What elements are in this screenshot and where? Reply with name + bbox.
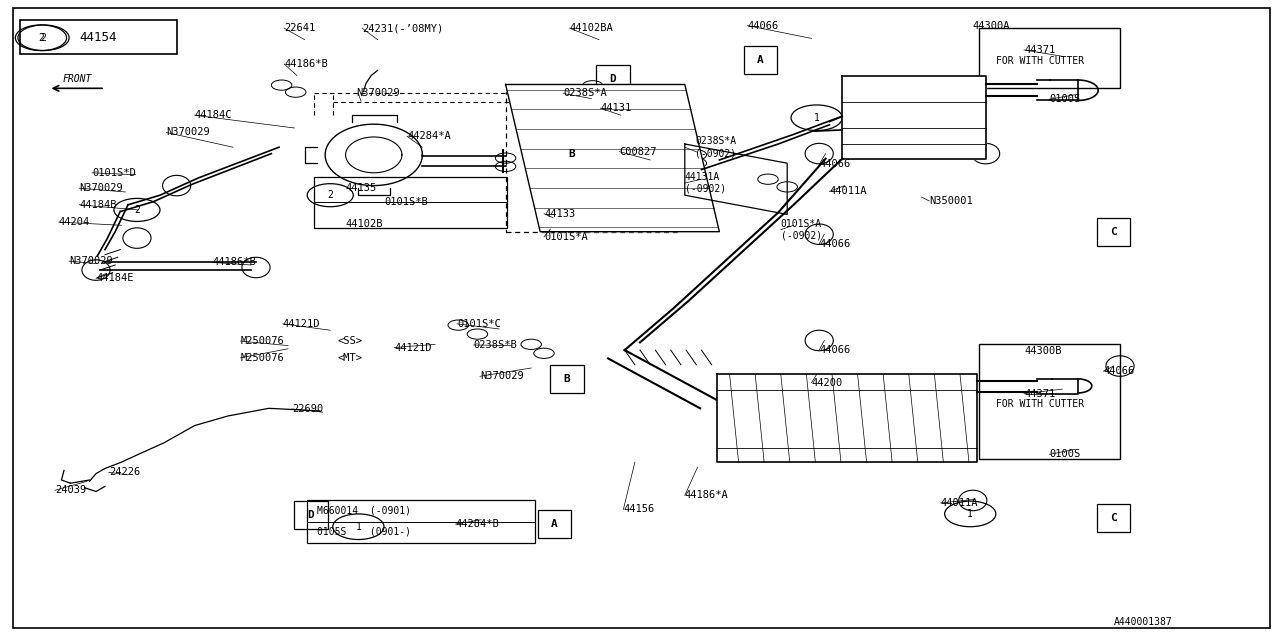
Text: 1: 1 xyxy=(814,113,819,123)
Text: 0101S*C: 0101S*C xyxy=(457,319,500,329)
Text: <SS>: <SS> xyxy=(338,336,364,346)
Text: 44131A
(-0902): 44131A (-0902) xyxy=(685,172,726,194)
Text: N370029: N370029 xyxy=(480,371,524,381)
Text: 44011A: 44011A xyxy=(829,186,867,196)
Bar xyxy=(1097,504,1130,532)
Text: N370029: N370029 xyxy=(69,256,113,266)
Bar xyxy=(538,510,571,538)
Text: 44156: 44156 xyxy=(623,504,654,515)
Bar xyxy=(744,46,777,74)
Text: 44184B: 44184B xyxy=(79,200,116,210)
Polygon shape xyxy=(717,374,977,462)
Text: 0100S: 0100S xyxy=(1050,94,1080,104)
Bar xyxy=(556,140,589,168)
Text: 44204: 44204 xyxy=(59,217,90,227)
Bar xyxy=(20,20,177,54)
Text: D: D xyxy=(307,510,315,520)
Text: 44284*A: 44284*A xyxy=(407,131,451,141)
Text: 44102B: 44102B xyxy=(346,219,383,229)
Text: 44186*A: 44186*A xyxy=(685,490,728,500)
Text: 44184E: 44184E xyxy=(96,273,133,284)
Text: 44066: 44066 xyxy=(819,239,850,249)
Polygon shape xyxy=(842,76,986,159)
Bar xyxy=(979,28,1120,88)
Text: 22641: 22641 xyxy=(284,23,315,33)
Text: FOR WITH CUTTER: FOR WITH CUTTER xyxy=(996,399,1084,410)
Text: B: B xyxy=(563,374,571,384)
Text: 0238S*A: 0238S*A xyxy=(563,88,607,99)
Text: D: D xyxy=(609,74,617,84)
Text: 0101S*D: 0101S*D xyxy=(92,168,136,178)
Bar xyxy=(979,344,1120,459)
Text: 0101S*A
(-0902): 0101S*A (-0902) xyxy=(781,219,822,241)
Text: 44066: 44066 xyxy=(748,20,778,31)
Text: M660014  (-0901): M660014 (-0901) xyxy=(317,506,411,516)
Text: 0238S*A
(-0902): 0238S*A (-0902) xyxy=(695,136,736,158)
Text: 1: 1 xyxy=(968,509,973,519)
Polygon shape xyxy=(506,84,719,232)
Text: C: C xyxy=(1110,227,1117,237)
Text: 44186*B: 44186*B xyxy=(284,59,328,69)
Text: 2: 2 xyxy=(41,33,46,43)
Text: N350001: N350001 xyxy=(929,196,973,206)
Text: 44066: 44066 xyxy=(1103,366,1134,376)
Text: 1: 1 xyxy=(356,522,361,532)
Bar xyxy=(596,65,630,93)
Text: 2: 2 xyxy=(38,33,44,43)
Text: 2: 2 xyxy=(134,205,140,215)
Text: 2: 2 xyxy=(328,190,333,200)
Text: 44300A: 44300A xyxy=(973,20,1010,31)
Text: 24226: 24226 xyxy=(109,467,140,477)
Text: 0105S    (0901-): 0105S (0901-) xyxy=(317,527,411,537)
Text: A: A xyxy=(550,519,558,529)
Bar xyxy=(307,500,535,543)
Text: 44121D: 44121D xyxy=(283,319,320,329)
Text: 44184C: 44184C xyxy=(195,110,232,120)
Text: M250076: M250076 xyxy=(241,336,284,346)
Text: N370029: N370029 xyxy=(356,88,399,99)
Text: FOR WITH CUTTER: FOR WITH CUTTER xyxy=(996,56,1084,66)
Text: A: A xyxy=(756,55,764,65)
Text: 44135: 44135 xyxy=(346,183,376,193)
Text: 24231(-’08MY): 24231(-’08MY) xyxy=(362,23,443,33)
Text: 0100S: 0100S xyxy=(1050,449,1080,460)
Text: 44011A: 44011A xyxy=(941,498,978,508)
Text: 24039: 24039 xyxy=(55,485,86,495)
Text: 44200: 44200 xyxy=(812,378,842,388)
Text: 0101S*A: 0101S*A xyxy=(544,232,588,242)
Text: 44300B: 44300B xyxy=(1024,346,1061,356)
Text: 44066: 44066 xyxy=(819,159,850,170)
Text: C00827: C00827 xyxy=(620,147,657,157)
Text: 44284*B: 44284*B xyxy=(456,519,499,529)
Text: 44154: 44154 xyxy=(79,31,116,44)
Text: 44371: 44371 xyxy=(1024,388,1055,399)
Text: M250076: M250076 xyxy=(241,353,284,363)
Text: N370029: N370029 xyxy=(79,183,123,193)
Text: A440001387: A440001387 xyxy=(1114,617,1172,627)
Text: 44133: 44133 xyxy=(544,209,575,219)
Text: 44121D: 44121D xyxy=(394,342,431,353)
Text: C: C xyxy=(1110,513,1117,524)
Bar xyxy=(550,365,584,393)
Text: N370029: N370029 xyxy=(166,127,210,138)
Bar xyxy=(314,177,507,228)
Text: 44066: 44066 xyxy=(819,345,850,355)
Text: 44102BA: 44102BA xyxy=(570,23,613,33)
Text: 0101S*B: 0101S*B xyxy=(384,197,428,207)
Bar xyxy=(1097,218,1130,246)
Text: 0238S*B: 0238S*B xyxy=(474,340,517,350)
Text: 44186*B: 44186*B xyxy=(212,257,256,268)
Bar xyxy=(294,501,328,529)
Text: B: B xyxy=(568,148,576,159)
Text: <MT>: <MT> xyxy=(338,353,364,363)
Text: 22690: 22690 xyxy=(292,404,323,414)
Text: 44371: 44371 xyxy=(1024,45,1055,55)
Text: FRONT: FRONT xyxy=(63,74,91,84)
Text: 44131: 44131 xyxy=(600,103,631,113)
